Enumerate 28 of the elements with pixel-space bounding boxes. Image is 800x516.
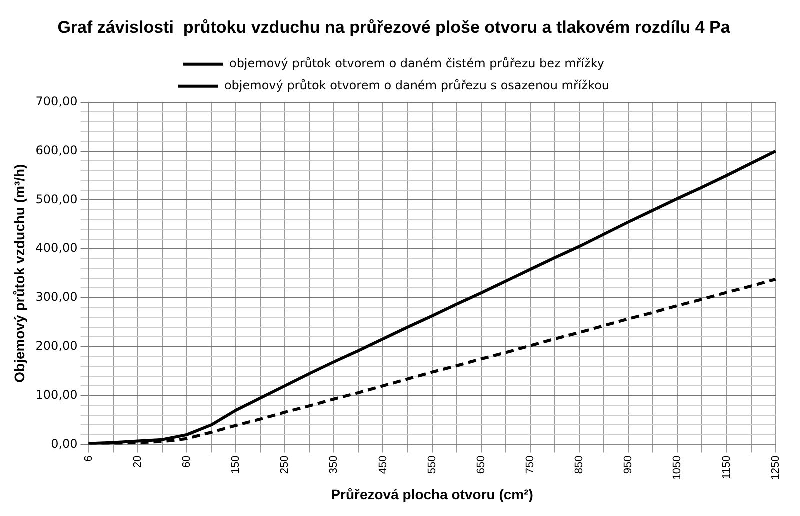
- legend-label: objemový průtok otvorem o daném průřezu s osazenou mřížkou: [224, 78, 610, 93]
- x-tick-label: 1050: [672, 456, 684, 480]
- x-tick-label: 150: [230, 456, 242, 474]
- y-tick-label: 200,00: [36, 339, 78, 354]
- y-tick-label: 100,00: [36, 388, 78, 402]
- y-tick-label: 300,00: [36, 290, 78, 304]
- x-tick-label: 850: [574, 456, 586, 474]
- x-tick-label: 750: [524, 456, 536, 474]
- y-tick-label: 600,00: [36, 143, 78, 158]
- x-tick-label: 550: [426, 456, 438, 474]
- y-tick-label: 700,00: [36, 94, 78, 109]
- y-axis-title: Objemový průtok vzduchu (m³/h): [11, 164, 28, 383]
- x-tick-label: 6: [82, 456, 95, 462]
- x-tick-label: 350: [328, 456, 340, 474]
- x-tick-label: 450: [377, 456, 390, 474]
- x-tick-label: 1250: [770, 456, 782, 480]
- y-tick-label: 500,00: [36, 192, 78, 206]
- x-axis-title: Průřezová plocha otvoru (cm²): [331, 486, 534, 502]
- y-tick-label: 0,00: [51, 436, 78, 451]
- x-tick-label: 1150: [720, 456, 733, 480]
- chart-title: Graf závislosti průtoku vzduchu na průřezové ploše otvoru a tlakovém rozdílu 4 Pa: [58, 18, 731, 37]
- y-tick-label: 400,00: [36, 241, 78, 256]
- x-tick-label: 60: [180, 456, 193, 468]
- x-tick-label: 250: [279, 456, 292, 474]
- x-tick-label: 950: [622, 456, 635, 474]
- x-tick-label: 20: [132, 456, 144, 468]
- legend-label: objemový průtok otvorem o daném čistém průřezu bez mřížky: [229, 56, 605, 71]
- x-tick-label: 650: [475, 456, 488, 474]
